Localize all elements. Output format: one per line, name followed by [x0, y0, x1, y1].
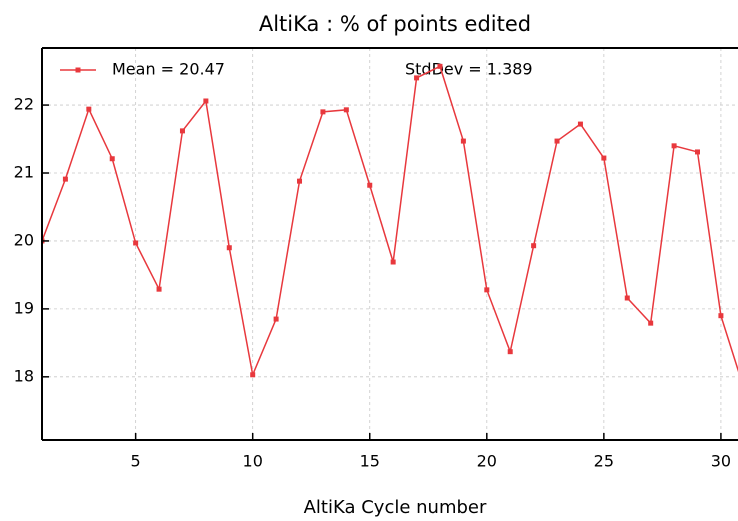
data-point [343, 107, 349, 113]
data-point [390, 259, 396, 265]
annotation: StdDev = 1.389 [405, 60, 533, 79]
y-tick-label: 20 [14, 230, 34, 249]
y-tick-label: 18 [14, 366, 34, 385]
data-point [179, 128, 185, 134]
x-tick-label: 15 [360, 452, 380, 471]
x-tick-label: 10 [243, 452, 263, 471]
data-point [297, 178, 303, 184]
data-point [62, 176, 68, 182]
y-tick-label: 21 [14, 163, 34, 182]
data-point [226, 245, 232, 251]
data-point [554, 138, 560, 144]
x-tick-label: 5 [131, 452, 141, 471]
data-point [156, 286, 162, 292]
data-point [273, 316, 279, 322]
legend-label: Mean = 20.47 [112, 60, 225, 79]
data-point [460, 138, 466, 144]
data-point [203, 98, 209, 104]
data-point [414, 75, 420, 81]
data-point [484, 287, 490, 293]
data-point [86, 106, 92, 112]
data-point [648, 320, 654, 326]
legend-marker [75, 67, 81, 73]
data-point [109, 156, 115, 162]
data-point [577, 121, 583, 127]
plot-area [42, 63, 738, 378]
data-point [320, 109, 326, 115]
data-point [250, 372, 256, 378]
chart-title: AltiKa : % of points edited [259, 12, 531, 36]
data-point [718, 313, 724, 319]
y-tick-label: 19 [14, 298, 34, 317]
data-point [437, 63, 443, 69]
grid [42, 48, 738, 440]
x-tick-label: 30 [711, 452, 731, 471]
x-axis-label: AltiKa Cycle number [304, 497, 487, 518]
x-tick-label: 20 [477, 452, 497, 471]
data-point [694, 149, 700, 155]
data-point [531, 243, 537, 249]
data-point [601, 155, 607, 161]
data-point [507, 349, 513, 355]
y-tick-label: 22 [14, 95, 34, 114]
data-point [367, 182, 373, 188]
data-point [671, 143, 677, 149]
data-point [133, 240, 139, 246]
data-line [42, 65, 738, 378]
data-point [624, 295, 630, 301]
x-tick-label: 25 [594, 452, 614, 471]
